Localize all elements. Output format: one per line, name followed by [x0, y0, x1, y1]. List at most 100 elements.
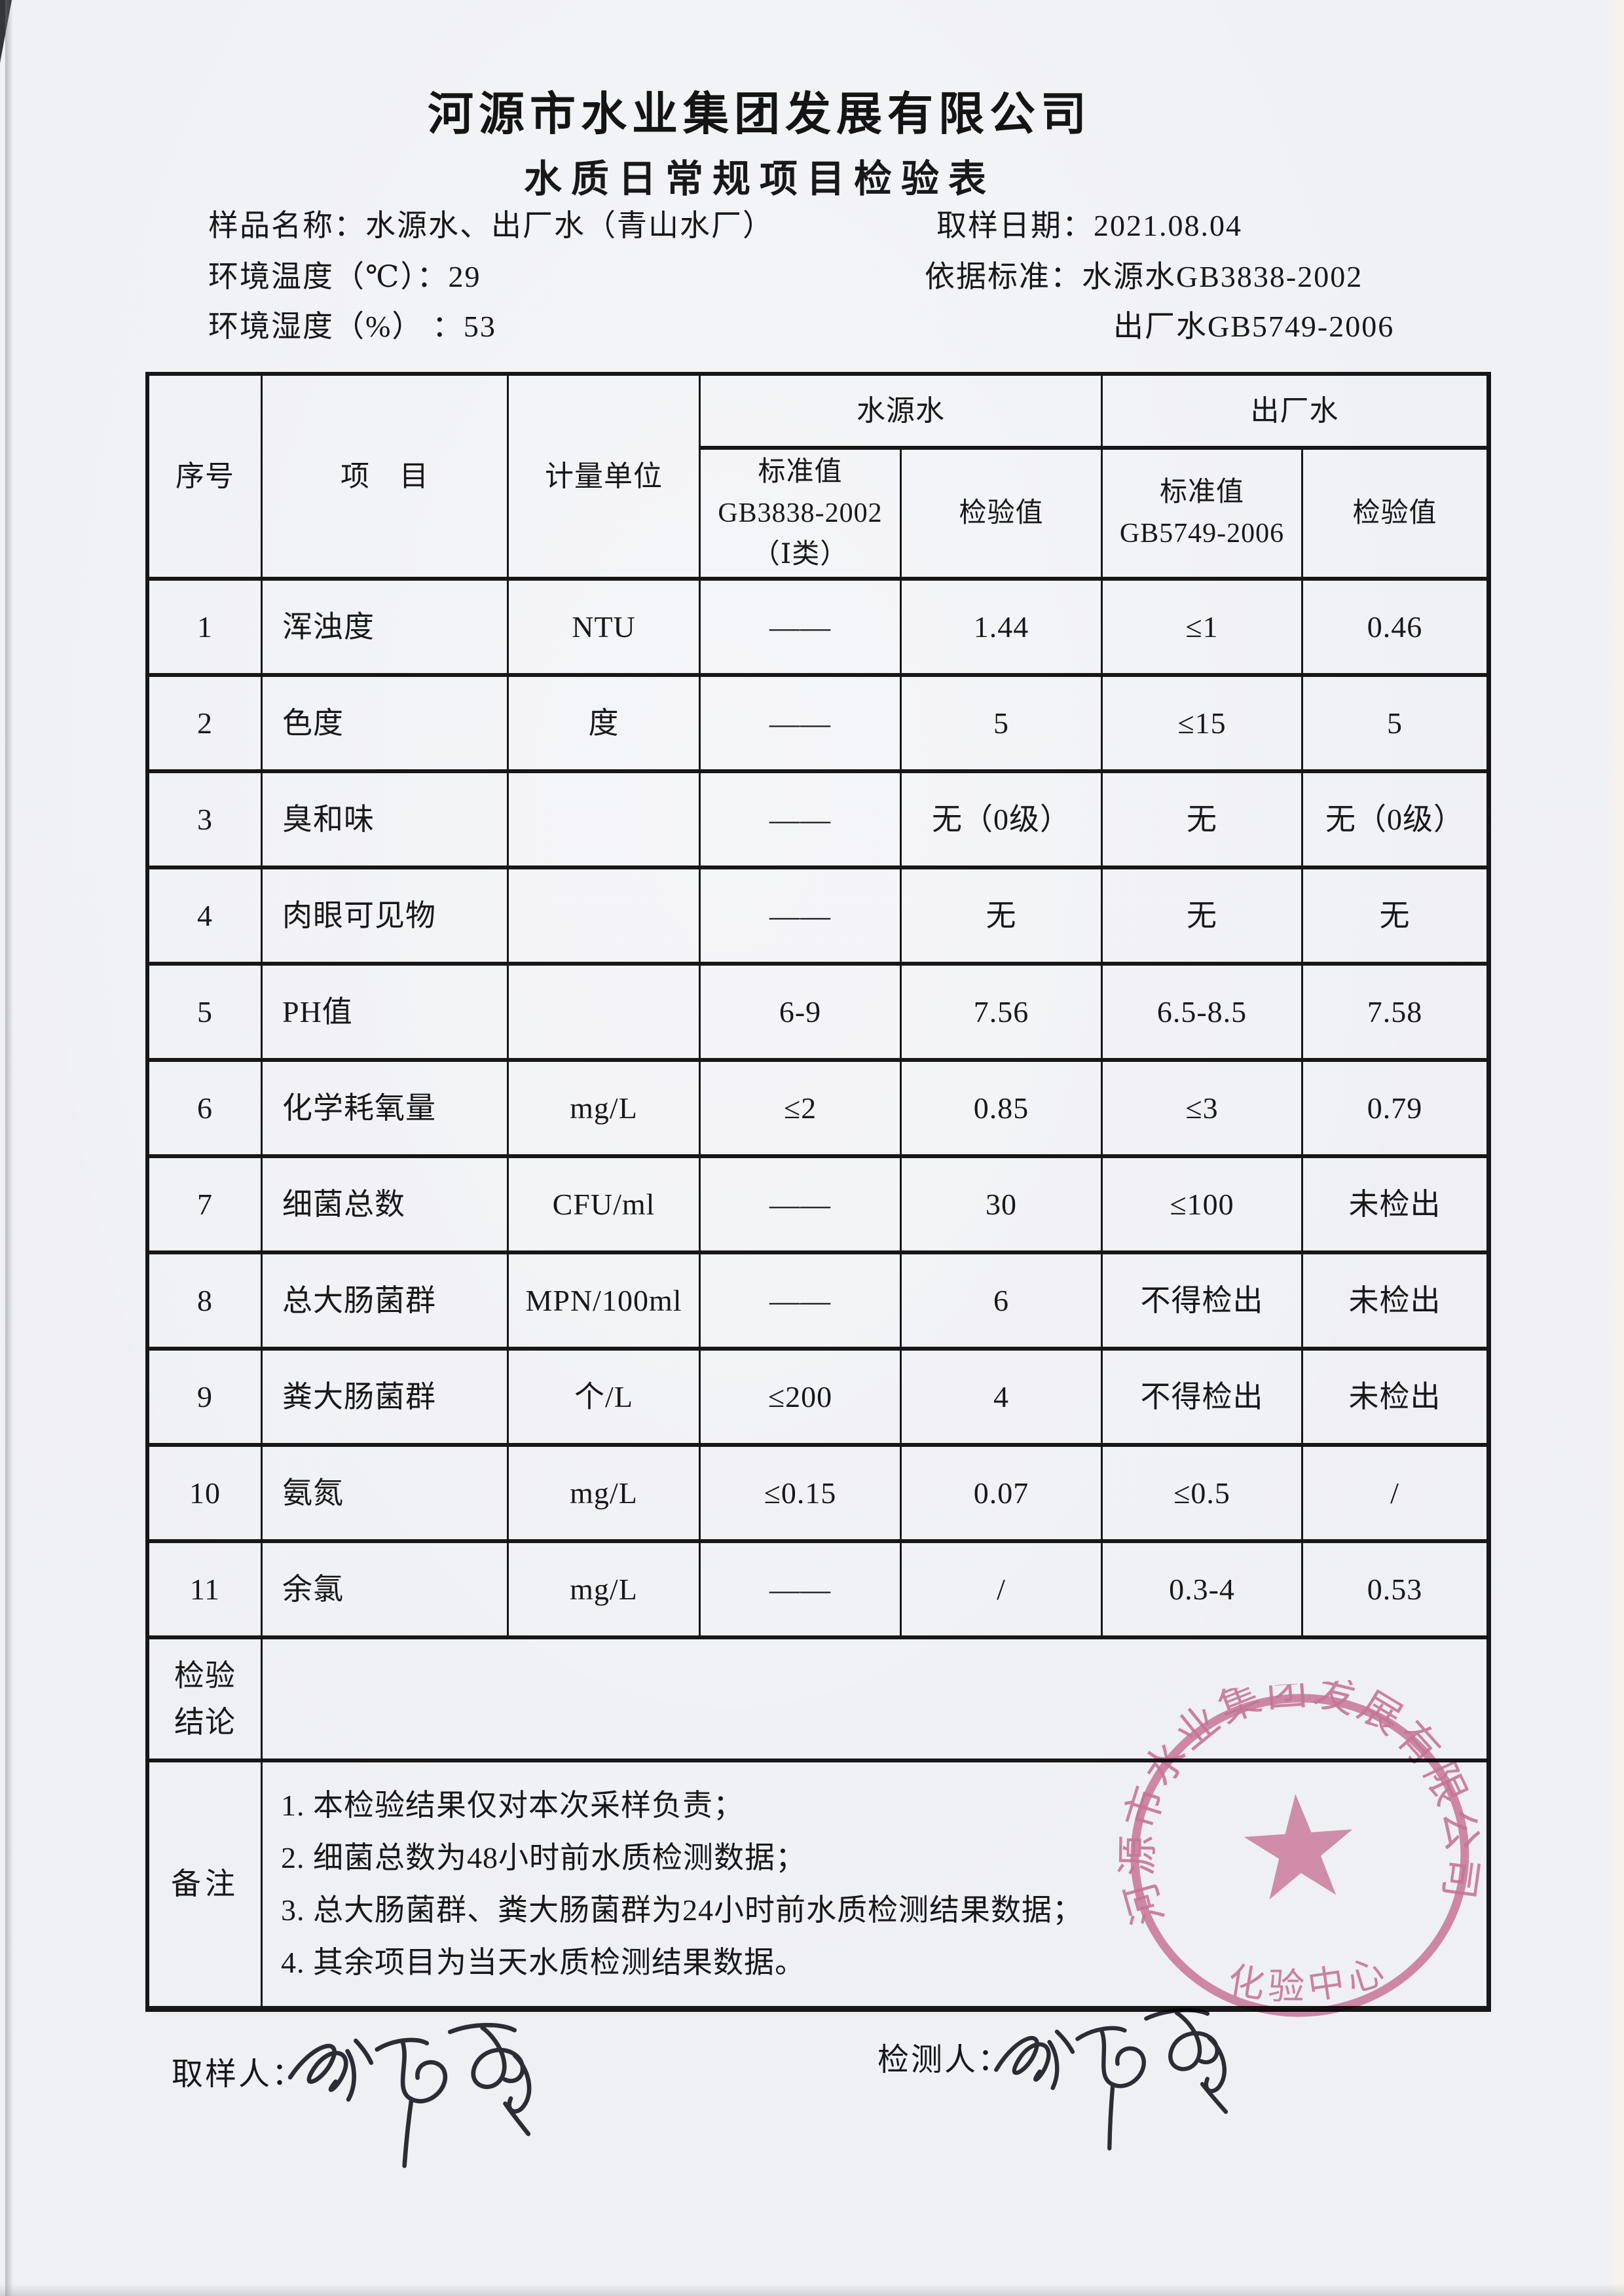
inspector-label: 检测人： [877, 2043, 1012, 2077]
conclusion-label: 检验 结论 [149, 1639, 263, 1762]
row-seq-no: 2 [149, 677, 263, 773]
row-value-outlet: / [1303, 1447, 1486, 1543]
row-std-outlet: ≤1 [1103, 581, 1303, 677]
row-seq-no: 10 [149, 1447, 263, 1543]
row-std-outlet: ≤0.5 [1103, 1447, 1303, 1543]
row-std-source: —— [701, 1254, 902, 1351]
header-std-outlet: 标准值 GB5749-2006 [1103, 450, 1303, 581]
reference-standard-label: 依据标准： [925, 260, 1082, 293]
row-value-outlet: 7.58 [1303, 966, 1486, 1062]
row-std-outlet: 不得检出 [1103, 1254, 1303, 1351]
row-value-source: 4 [902, 1351, 1103, 1447]
row-unit: NTU [509, 581, 701, 677]
env-temperature-value: 29 [448, 260, 481, 293]
row-unit: mg/L [509, 1062, 701, 1158]
row-std-outlet: ≤15 [1103, 677, 1303, 773]
reference-standard-line: 依据标准：水源水GB3838-2002 [925, 253, 1363, 296]
row-item-name: 浑浊度 [263, 581, 509, 677]
row-value-source: 6 [902, 1254, 1103, 1351]
row-value-source: 30 [902, 1158, 1103, 1254]
sample-name-line: 样品名称：水源水、出厂水（青山水厂） [208, 202, 774, 245]
row-item-name: 肉眼可见物 [263, 869, 509, 966]
row-std-outlet: 不得检出 [1103, 1351, 1303, 1447]
row-std-source: —— [701, 869, 902, 966]
row-std-source: —— [701, 581, 902, 677]
sample-date-value: 2021.08.04 [1094, 209, 1242, 242]
row-unit: mg/L [509, 1447, 701, 1543]
row-item-name: 余氯 [263, 1543, 509, 1639]
remark-line: 3. 总大肠菌群、粪大肠菌群为24小时前水质检测结果数据； [281, 1893, 1083, 1927]
row-value-source: 7.56 [902, 966, 1103, 1062]
remark-line: 4. 其余项目为当天水质检测结果数据。 [281, 1946, 805, 1979]
row-std-outlet: ≤3 [1103, 1062, 1303, 1158]
row-unit: 度 [509, 677, 701, 773]
remark-line: 2. 细菌总数为48小时前水质检测数据； [281, 1841, 806, 1874]
row-unit [509, 773, 701, 869]
row-unit [509, 869, 701, 966]
header-std-source: 标准值 GB3838-2002 （Ⅰ类） [701, 450, 902, 581]
row-std-source: 6-9 [701, 966, 902, 1062]
row-item-name: 总大肠菌群 [263, 1254, 509, 1351]
row-item-name: PH值 [263, 966, 509, 1062]
row-unit [509, 966, 701, 1062]
row-seq-no: 8 [149, 1254, 263, 1351]
header-checkvalue-outlet: 检验值 [1303, 450, 1486, 581]
seal-star-icon [1244, 1794, 1353, 1900]
row-seq-no: 6 [149, 1062, 263, 1158]
row-value-outlet: 无 [1303, 869, 1486, 966]
row-value-source: / [902, 1543, 1103, 1639]
row-value-outlet: 0.53 [1303, 1543, 1486, 1639]
row-value-source: 1.44 [902, 581, 1103, 677]
row-std-outlet: 无 [1103, 869, 1303, 966]
scan-right-edge [1607, 0, 1624, 2296]
row-std-source: ≤200 [701, 1351, 902, 1447]
source-standard-value: 水源水GB3838-2002 [1082, 260, 1363, 293]
seal-ring [1130, 1694, 1469, 2017]
row-unit: CFU/ml [509, 1158, 701, 1254]
remark-label: 备注 [149, 1762, 263, 2006]
sample-date-label: 取样日期： [936, 209, 1094, 242]
header-std-source-line1: 标准值 [758, 456, 843, 487]
env-humidity-value: 53 [463, 310, 496, 343]
env-humidity-label: 环境湿度（%） ： [208, 310, 464, 343]
remark-line: 1. 本检验结果仅对本次采样负责； [281, 1789, 744, 1822]
row-item-name: 色度 [263, 677, 509, 773]
report-title: 水质日常规项目检验表 [523, 158, 996, 200]
row-unit: 个/L [509, 1351, 701, 1447]
row-value-source: 5 [902, 677, 1103, 773]
row-seq-no: 11 [149, 1543, 263, 1639]
sampler-label: 取样人： [172, 2057, 306, 2092]
row-seq-no: 3 [149, 773, 263, 869]
results-table: 序号 项 目 计量单位 水源水 出厂水 标准值 GB3838-2002 （Ⅰ类）… [145, 372, 1491, 2012]
row-value-source: 0.85 [902, 1062, 1103, 1158]
header-seq-no: 序号 [149, 376, 263, 581]
row-value-outlet: 无（0级） [1303, 773, 1486, 869]
row-item-name: 化学耗氧量 [263, 1062, 509, 1158]
row-seq-no: 5 [149, 966, 263, 1062]
conclusion-label-line2: 结论 [174, 1705, 236, 1739]
header-group-source-water: 水源水 [701, 376, 1103, 450]
company-title: 河源市水业集团发展有限公司 [428, 88, 1092, 139]
sampler-signature [272, 1994, 560, 2187]
seal-center-text: 化验中心 [1223, 1949, 1395, 2013]
row-value-source: 无 [902, 869, 1103, 966]
row-std-source: —— [701, 677, 902, 773]
outlet-standard-value: 出厂水GB5749-2006 [1113, 310, 1395, 343]
row-std-outlet: 6.5-8.5 [1103, 966, 1303, 1062]
row-value-outlet: 未检出 [1303, 1158, 1486, 1254]
scan-bottom-edge [0, 2284, 1624, 2296]
outlet-standard-line: 出厂水GB5749-2006 [1113, 302, 1394, 346]
header-std-source-line2: GB3838-2002 [718, 498, 883, 528]
row-seq-no: 4 [149, 869, 263, 966]
row-value-outlet: 0.46 [1303, 581, 1486, 677]
conclusion-label-line1: 检验 [174, 1658, 236, 1692]
row-value-outlet: 未检出 [1303, 1351, 1486, 1447]
header-group-outlet-water: 出厂水 [1103, 376, 1486, 450]
row-value-outlet: 未检出 [1303, 1254, 1486, 1351]
env-temperature-line: 环境温度（℃）：29 [208, 253, 481, 296]
header-std-outlet-line2: GB5749-2006 [1119, 519, 1285, 549]
row-std-source: —— [701, 773, 902, 869]
row-unit: mg/L [509, 1543, 701, 1639]
row-unit: MPN/100ml [509, 1254, 701, 1351]
